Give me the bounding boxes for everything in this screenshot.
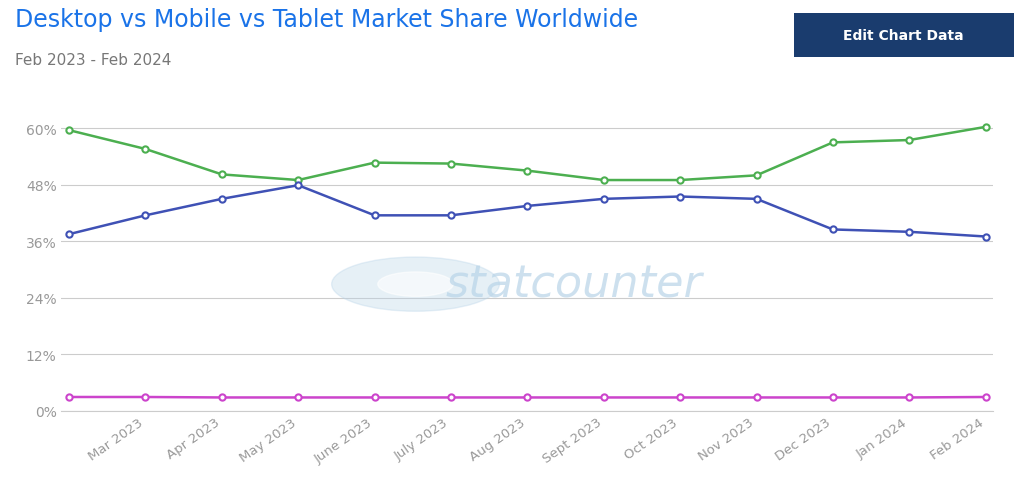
Text: Feb 2023 - Feb 2024: Feb 2023 - Feb 2024 [15, 53, 172, 68]
Text: Desktop vs Mobile vs Tablet Market Share Worldwide: Desktop vs Mobile vs Tablet Market Share… [15, 8, 639, 32]
Circle shape [378, 273, 454, 297]
Text: Edit Chart Data: Edit Chart Data [844, 29, 964, 43]
Text: statcounter: statcounter [445, 263, 702, 306]
Circle shape [332, 258, 500, 312]
